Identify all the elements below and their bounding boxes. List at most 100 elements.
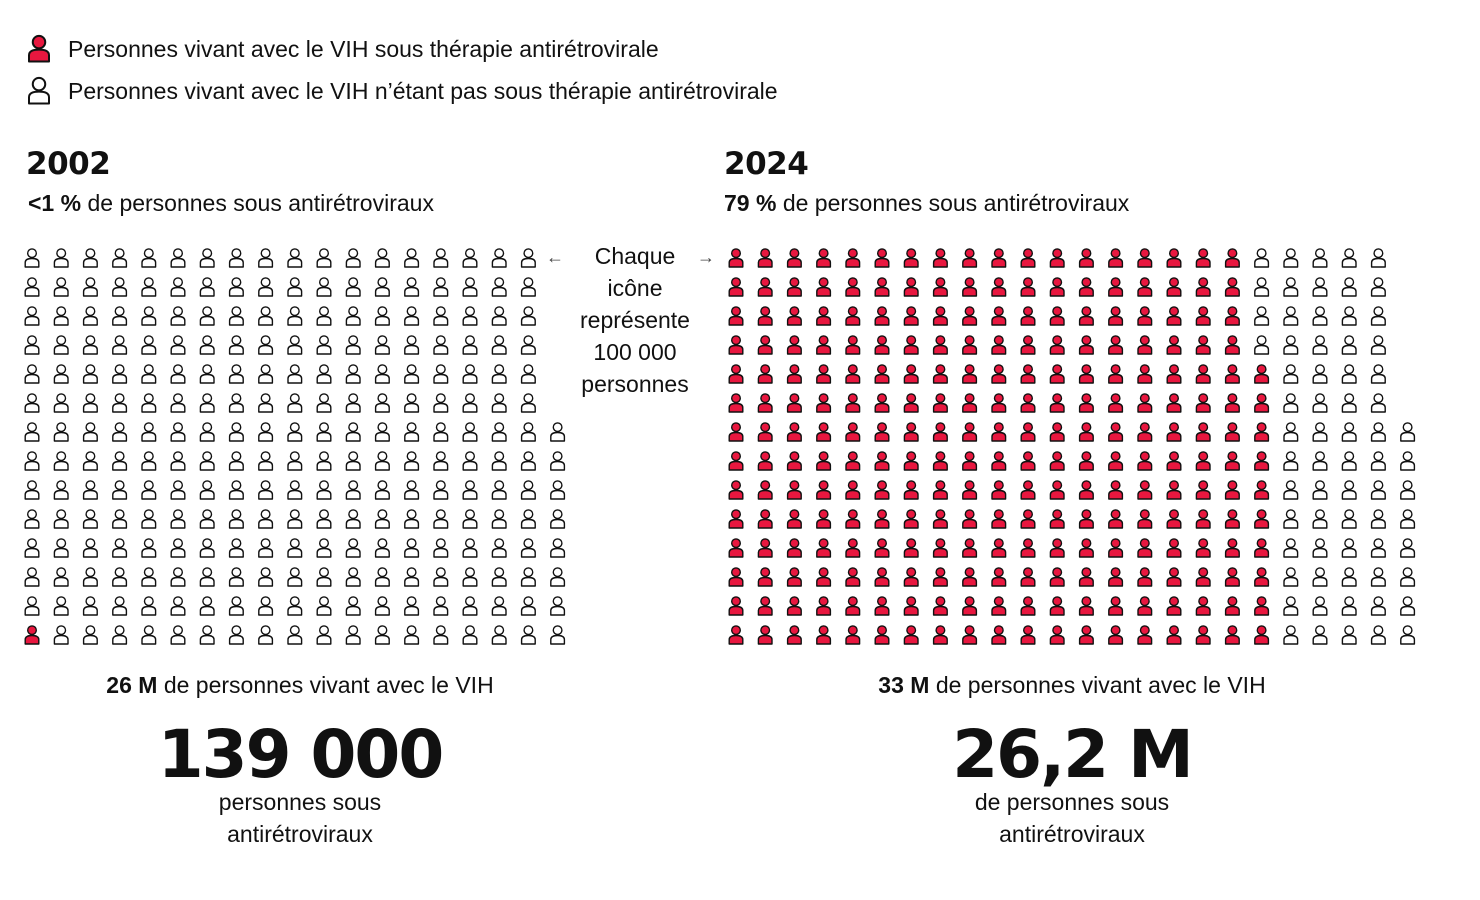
person-icon-not-on-therapy [258,451,274,471]
person-icon-on-therapy [728,422,744,442]
person-icon-not-on-therapy [258,277,274,297]
person-icon-on-therapy [874,596,890,616]
person-icon-on-therapy [24,625,40,645]
person-icon-not-on-therapy [141,306,157,326]
person-icon-not-on-therapy [53,306,69,326]
person-icon-not-on-therapy [1283,335,1299,355]
person-icon-on-therapy [1108,364,1124,384]
note-line: personnes [581,371,689,397]
person-icon-not-on-therapy [24,364,40,384]
person-icon-not-on-therapy [1312,451,1328,471]
person-icon-on-therapy [874,306,890,326]
person-icon-on-therapy [845,625,861,645]
person-icon-not-on-therapy [141,567,157,587]
percent-2024-text: de personnes sous antirétroviraux [776,190,1130,216]
person-icon-not-on-therapy [199,509,215,529]
percent-2002: <1 % de personnes sous antirétroviraux [28,190,434,217]
person-icon-on-therapy [932,335,948,355]
person-icon-not-on-therapy [141,596,157,616]
person-icon-not-on-therapy [287,567,303,587]
person-icon-not-on-therapy [53,364,69,384]
person-icon-on-therapy [932,567,948,587]
person-icon-not-on-therapy [520,393,536,413]
person-icon-not-on-therapy [112,567,128,587]
person-icon-not-on-therapy [316,538,332,558]
person-icon-not-on-therapy [228,567,244,587]
person-icon-on-therapy [845,596,861,616]
person-icon-on-therapy [962,248,978,268]
person-icon-on-therapy [816,393,832,413]
person-icon-not-on-therapy [228,277,244,297]
person-icon-not-on-therapy [550,567,566,587]
person-icon-on-therapy [932,451,948,471]
person-icon-not-on-therapy [316,422,332,442]
person-icon-on-therapy [932,364,948,384]
person-icon-on-therapy [1224,538,1240,558]
person-icon-not-on-therapy [1312,335,1328,355]
person-icon-on-therapy [1254,625,1270,645]
person-icon-on-therapy [845,248,861,268]
person-icon-not-on-therapy [112,306,128,326]
person-icon-not-on-therapy [345,567,361,587]
person-icon-not-on-therapy [1312,625,1328,645]
person-icon-not-on-therapy [345,509,361,529]
person-icon-on-therapy [903,625,919,645]
person-icon-not-on-therapy [550,451,566,471]
person-icon-on-therapy [1078,335,1094,355]
person-icon-not-on-therapy [550,538,566,558]
person-icon-on-therapy [1195,567,1211,587]
person-icon-on-therapy [1224,509,1240,529]
person-icon-on-therapy [728,306,744,326]
person-icon-not-on-therapy [170,596,186,616]
person-icon-not-on-therapy [374,596,390,616]
person-icon-not-on-therapy [141,335,157,355]
person-icon-not-on-therapy [491,451,507,471]
person-icon-not-on-therapy [199,393,215,413]
person-icon-not-on-therapy [24,538,40,558]
person-icon-not-on-therapy [404,451,420,471]
person-icon-on-therapy [1166,277,1182,297]
person-icon-on-therapy [1195,509,1211,529]
person-icon-not-on-therapy [404,625,420,645]
person-icon-not-on-therapy [141,625,157,645]
person-icon-not-on-therapy [520,248,536,268]
person-icon-on-therapy [845,277,861,297]
person-icon-on-therapy [932,277,948,297]
person-icon-on-therapy [874,277,890,297]
person-icon-on-therapy [932,596,948,616]
person-icon-on-therapy [874,335,890,355]
person-icon-not-on-therapy [1283,538,1299,558]
person-icon-not-on-therapy [520,509,536,529]
person-icon-not-on-therapy [433,625,449,645]
person-icon-on-therapy [962,422,978,442]
person-icon-not-on-therapy [462,364,478,384]
person-icon-on-therapy [1195,393,1211,413]
person-icon-not-on-therapy [82,393,98,413]
person-icon-on-therapy [1078,248,1094,268]
person-icon-not-on-therapy [462,277,478,297]
legend-label-on-therapy: Personnes vivant avec le VIH sous thérap… [68,35,659,62]
person-icon-not-on-therapy [228,422,244,442]
person-icon-on-therapy [962,538,978,558]
person-icon-not-on-therapy [316,306,332,326]
person-icon-not-on-therapy [199,306,215,326]
note-line: 100 000 [593,339,677,365]
person-icon-on-therapy [845,567,861,587]
person-icon-not-on-therapy [520,625,536,645]
person-icon-on-therapy [816,364,832,384]
person-icon-on-therapy [1108,509,1124,529]
person-icon-not-on-therapy [1341,596,1357,616]
person-icon-not-on-therapy [82,364,98,384]
person-icon-not-on-therapy [1341,335,1357,355]
person-icon-on-therapy [1078,480,1094,500]
person-icon-on-therapy [1137,596,1153,616]
person-icon-on-therapy [1254,567,1270,587]
person-icon-not-on-therapy [374,509,390,529]
person-icon-not-on-therapy [1370,364,1386,384]
person-icon-on-therapy [1166,393,1182,413]
person-icon-not-on-therapy [345,393,361,413]
person-icon-not-on-therapy [1370,277,1386,297]
caption-line: de personnes sous [974,789,1170,815]
person-icon-on-therapy [816,625,832,645]
person-icon-not-on-therapy [170,451,186,471]
